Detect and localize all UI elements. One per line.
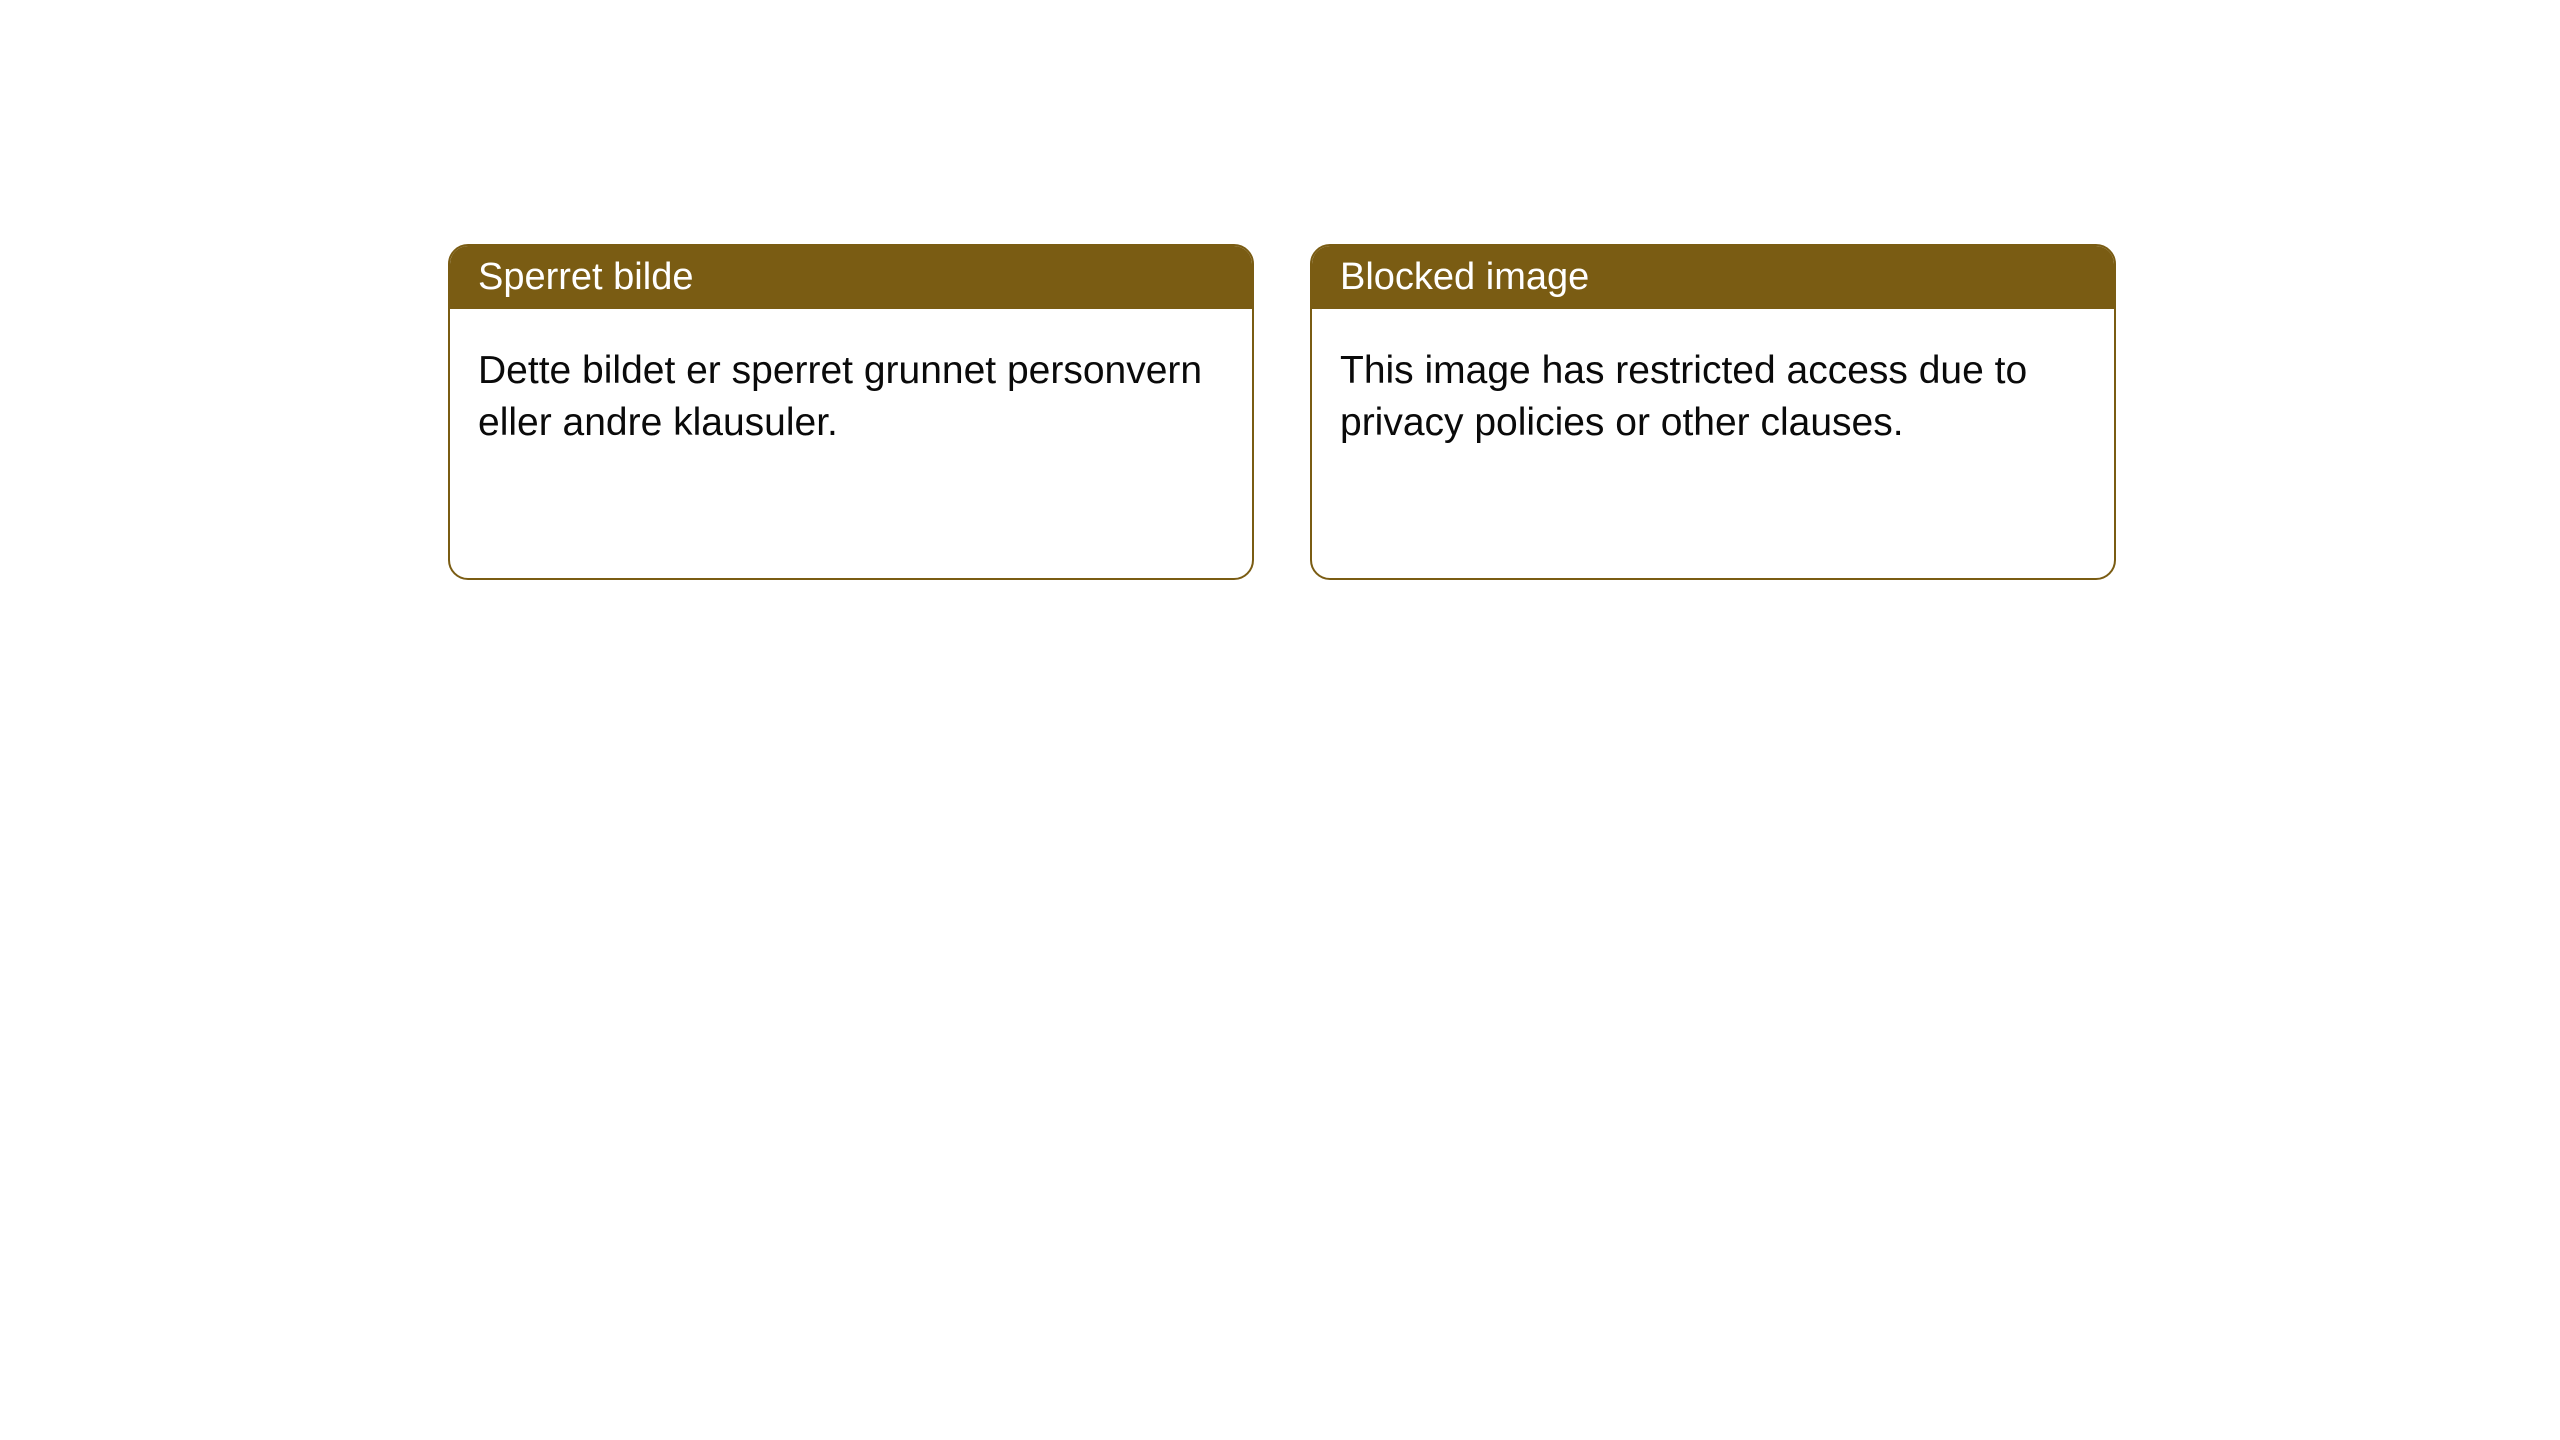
- cards-container: Sperret bilde Dette bildet er sperret gr…: [0, 0, 2560, 580]
- card-header: Blocked image: [1312, 246, 2114, 309]
- card-body-text: This image has restricted access due to …: [1340, 349, 2027, 444]
- blocked-image-card-english: Blocked image This image has restricted …: [1310, 244, 2116, 580]
- card-title: Blocked image: [1340, 256, 1589, 298]
- card-body-text: Dette bildet er sperret grunnet personve…: [478, 349, 1202, 444]
- card-title: Sperret bilde: [478, 256, 693, 298]
- card-body: This image has restricted access due to …: [1312, 309, 2114, 485]
- card-header: Sperret bilde: [450, 246, 1252, 309]
- blocked-image-card-norwegian: Sperret bilde Dette bildet er sperret gr…: [448, 244, 1254, 580]
- card-body: Dette bildet er sperret grunnet personve…: [450, 309, 1252, 485]
